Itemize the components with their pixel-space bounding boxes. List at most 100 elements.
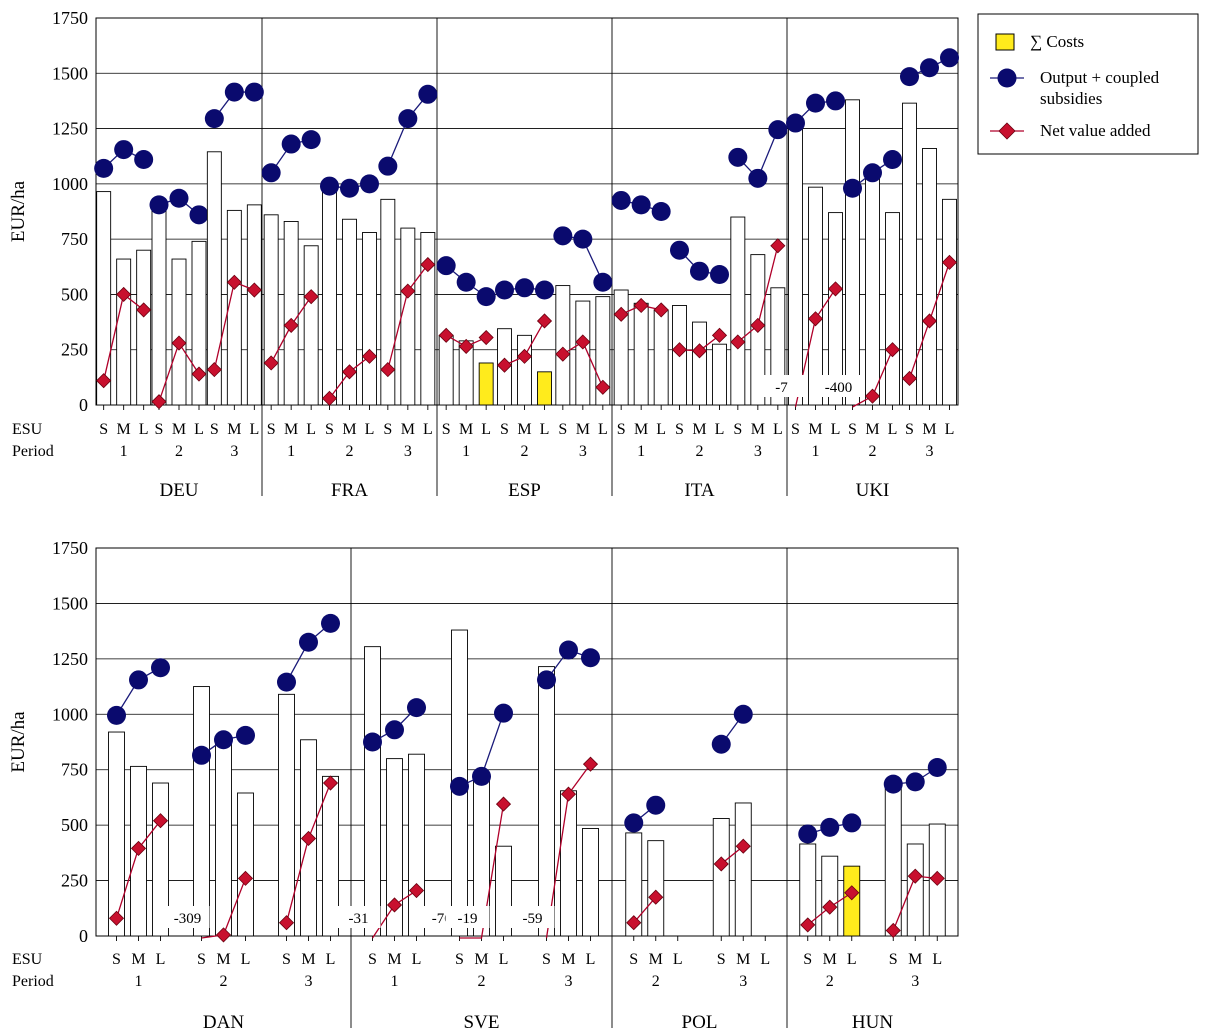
chart-panel-1: 0 250 500 750 1000 1250 1500 1750 EUR/ha ESU Perio… [8,8,959,501]
esu-row-label: ESU [12,421,43,438]
cost-bar [263,214,279,406]
chart-panel-2: 0 250 500 750 1000 1250 1500 1750 EUR/ha ESU Perio… [8,538,959,1033]
nva-marker [822,899,838,915]
nva-marker [807,311,824,327]
cost-bar [633,302,649,406]
esu-label: M [736,951,750,968]
output-marker [624,813,644,833]
output-marker [204,109,224,129]
cost-bar [151,205,167,406]
cost-bar [712,343,727,406]
nva-marker [907,868,923,884]
esu-label: M [284,421,298,438]
output-marker [748,168,768,188]
negative-value-box [510,906,555,928]
esu-label: S [717,951,726,968]
output-marker [786,113,805,133]
nva-marker [730,334,746,350]
output-marker [537,670,556,690]
legend-output-label: Output + coupled [1040,68,1160,87]
legend-costs-swatch [995,33,1015,51]
output-marker [320,176,339,196]
output-marker [515,278,534,298]
nva-marker [671,342,688,358]
esu-label: M [751,421,765,438]
nva-marker [321,390,338,406]
nva-marker [246,282,262,298]
negative-value-label: -59 [523,911,543,927]
nva-marker [800,917,816,933]
nva-marker [191,366,207,382]
esu-label: S [325,421,334,438]
period-row-label: Period [12,443,54,460]
cost-bar [438,334,454,406]
esu-label: M [172,421,186,438]
cost-bar [478,362,494,406]
esu-label: S [675,421,684,438]
esu-label: S [803,951,812,968]
output-marker [646,795,666,815]
cost-bar [808,186,823,406]
period-group: S M L3 [728,120,788,460]
nva-marker [152,813,169,829]
period-label: 1 [135,973,143,990]
esu-label: M [342,421,356,438]
esu-label: M [227,421,241,438]
esu-label: L [249,421,259,438]
esu-label: M [459,421,473,438]
cost-bar [730,216,746,406]
period-label: 2 [652,973,660,990]
esu-label: M [908,951,922,968]
esu-label: M [561,951,575,968]
period-label: 1 [391,973,399,990]
negative-value-label: -7 [775,380,788,396]
cost-bar [408,753,425,937]
output-marker [189,205,209,225]
output-marker [842,813,862,833]
output-marker [631,195,651,215]
esu-label: L [156,951,166,968]
period-group: S M L2 [670,240,729,460]
period-label: 2 [696,443,704,460]
esu-label: L [365,421,375,438]
output-marker [553,226,573,246]
esu-label: M [922,421,936,438]
output-marker [107,705,126,725]
y-tick-label: 1250 [52,119,88,139]
output-marker [863,163,882,183]
period-label: 3 [911,973,919,990]
nva-marker [116,286,132,302]
output-marker [883,774,903,794]
cost-bar [582,828,599,937]
output-marker [733,704,753,724]
nva-marker [929,870,945,886]
legend: ∑ Costs Output + coupled subsidies Net v… [977,13,1199,155]
country-label: DAN [203,1012,244,1033]
legend-output-label-2: subsidies [1040,89,1102,108]
negative-value-box [445,906,490,928]
nva-marker [341,364,358,380]
nva-marker [361,348,378,364]
country-label: DEU [159,480,198,501]
esu-label: L [760,951,770,968]
nva-marker [206,362,222,378]
nva-marker [400,283,416,299]
output-marker [927,757,947,777]
esu-label: M [387,951,401,968]
nva-marker [278,915,295,931]
output-marker [244,82,264,102]
period-group: S M L3 [378,84,438,460]
nva-marker [322,775,339,791]
period-group: -7S M L1 [759,91,845,460]
cost-bar [362,232,377,406]
esu-label: S [155,421,164,438]
nva-marker [458,338,474,354]
nva-marker [827,281,844,297]
y-tick-label: 1000 [52,174,88,194]
cost-bar [843,865,861,937]
output-marker [900,67,919,87]
output-marker [169,188,189,208]
y-tick-label: 0 [79,395,88,415]
nva-marker [555,346,571,362]
